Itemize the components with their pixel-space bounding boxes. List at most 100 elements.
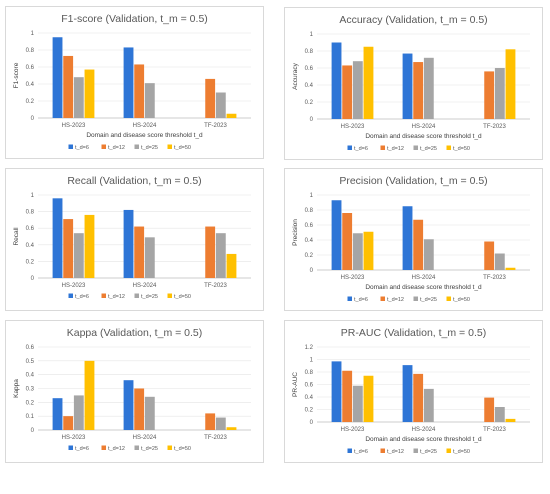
legend-label: t_d=12 bbox=[108, 446, 125, 452]
y-tick-label: 1 bbox=[310, 32, 314, 38]
bar-hs-2023-t-d-12 bbox=[63, 219, 74, 278]
legend-swatch bbox=[167, 293, 172, 298]
legend-label: t_d=6 bbox=[75, 145, 89, 151]
x-category-label: TF-2023 bbox=[483, 427, 506, 433]
x-category-label: HS-2024 bbox=[412, 275, 436, 281]
bar-hs-2023-t-d-12 bbox=[342, 370, 353, 422]
bar-hs-2023-t-d-6 bbox=[331, 361, 342, 422]
y-tick-label: 1.2 bbox=[305, 345, 314, 351]
y-axis-label: Precision bbox=[292, 219, 299, 246]
bar-hs-2023-t-d-25 bbox=[352, 61, 363, 119]
bar-hs-2024-t-d-25 bbox=[423, 388, 434, 422]
y-axis-label: Accuracy bbox=[292, 62, 299, 89]
bar-tf-2023-t-d-12 bbox=[484, 71, 495, 119]
legend-swatch bbox=[413, 145, 418, 150]
bar-tf-2023-t-d-12 bbox=[484, 397, 495, 422]
y-tick-label: 0 bbox=[310, 420, 314, 426]
bar-tf-2023-t-d-25 bbox=[215, 92, 226, 118]
legend-label: t_d=12 bbox=[387, 146, 404, 152]
legend-label: t_d=25 bbox=[141, 446, 158, 452]
y-tick-label: 0.4 bbox=[26, 243, 35, 249]
y-tick-label: 0.2 bbox=[305, 100, 314, 106]
chart-title: PR-AUC (Validation, t_m = 0.5) bbox=[341, 327, 486, 339]
x-category-label: HS-2023 bbox=[62, 283, 86, 289]
chart-svg: Precision (Validation, t_m = 0.5) 0 0.2 0.4… bbox=[292, 175, 530, 303]
x-category-label: HS-2024 bbox=[133, 283, 157, 289]
y-axis-label: PR-AUC bbox=[292, 372, 299, 397]
bar-hs-2023-t-d-12 bbox=[63, 416, 74, 430]
y-tick-label: 0.6 bbox=[305, 383, 314, 389]
legend-swatch bbox=[413, 296, 418, 301]
bar-hs-2023-t-d-6 bbox=[52, 398, 63, 430]
bar-hs-2024-t-d-12 bbox=[134, 226, 145, 278]
y-tick-label: 0.6 bbox=[26, 345, 35, 351]
y-tick-label: 0.8 bbox=[26, 48, 35, 54]
bar-tf-2023-t-d-50 bbox=[226, 427, 237, 430]
legend-swatch bbox=[347, 448, 352, 453]
x-category-label: TF-2023 bbox=[204, 123, 227, 129]
legend-swatch bbox=[134, 144, 139, 149]
legend-swatch bbox=[101, 445, 106, 450]
bar-tf-2023-t-d-25 bbox=[494, 68, 505, 119]
x-category-label: HS-2023 bbox=[62, 123, 86, 129]
y-tick-label: 1 bbox=[310, 358, 314, 364]
legend-swatch bbox=[101, 293, 106, 298]
bar-tf-2023-t-d-12 bbox=[484, 241, 495, 270]
legend-label: t_d=6 bbox=[354, 146, 368, 152]
y-tick-label: 0.8 bbox=[26, 210, 35, 216]
bar-hs-2024-t-d-12 bbox=[413, 219, 424, 270]
bar-hs-2024-t-d-6 bbox=[123, 47, 134, 119]
y-axis-label: Recall bbox=[13, 227, 20, 246]
y-tick-label: 0.4 bbox=[26, 82, 35, 88]
bar-hs-2023-t-d-25 bbox=[352, 385, 363, 422]
pr-auc-chart: PR-AUC (Validation, t_m = 0.5) 0 0.2 0.4 0.6… bbox=[284, 320, 543, 463]
x-category-label: HS-2023 bbox=[62, 435, 86, 441]
chart-title: Precision (Validation, t_m = 0.5) bbox=[339, 175, 487, 187]
bar-hs-2024-t-d-12 bbox=[413, 373, 424, 422]
x-axis-label: Domain and disease score threshold t_d bbox=[365, 284, 482, 291]
chart-svg: Accuracy (Validation, t_m = 0.5) 0 0.2 0.4 0… bbox=[292, 14, 530, 152]
legend-swatch bbox=[167, 445, 172, 450]
chart-title: Kappa (Validation, t_m = 0.5) bbox=[67, 327, 203, 339]
legend-label: t_d=12 bbox=[108, 294, 125, 300]
chart-svg: F1-score (Validation, t_m = 0.5) 0 0.2 0.4 0… bbox=[13, 13, 251, 151]
bar-hs-2023-t-d-6 bbox=[52, 198, 63, 278]
y-tick-label: 0.2 bbox=[26, 400, 35, 406]
legend-swatch bbox=[446, 145, 451, 150]
legend-label: t_d=12 bbox=[387, 297, 404, 303]
y-axis-label: Kappa bbox=[13, 379, 20, 398]
y-axis-label: F1-score bbox=[13, 62, 20, 88]
x-category-label: HS-2023 bbox=[341, 427, 365, 433]
y-tick-label: 0.4 bbox=[305, 395, 314, 401]
bar-tf-2023-t-d-25 bbox=[494, 407, 505, 422]
bar-tf-2023-t-d-12 bbox=[205, 78, 216, 118]
legend-swatch bbox=[380, 145, 385, 150]
y-tick-label: 0.5 bbox=[26, 359, 35, 365]
legend-label: t_d=50 bbox=[453, 297, 470, 303]
y-tick-label: 1 bbox=[31, 31, 35, 37]
legend-label: t_d=25 bbox=[420, 146, 437, 152]
bar-hs-2024-t-d-25 bbox=[423, 57, 434, 119]
legend-swatch bbox=[68, 445, 73, 450]
legend-swatch bbox=[347, 145, 352, 150]
x-category-label: HS-2024 bbox=[412, 427, 436, 433]
legend-swatch bbox=[347, 296, 352, 301]
y-tick-label: 0.2 bbox=[305, 408, 314, 414]
x-category-label: HS-2023 bbox=[341, 275, 365, 281]
legend-label: t_d=50 bbox=[174, 294, 191, 300]
bar-tf-2023-t-d-50 bbox=[505, 267, 516, 270]
y-tick-label: 0.8 bbox=[305, 370, 314, 376]
legend-label: t_d=50 bbox=[174, 446, 191, 452]
legend-swatch bbox=[413, 448, 418, 453]
legend-swatch bbox=[446, 296, 451, 301]
y-tick-label: 0.6 bbox=[305, 223, 314, 229]
bar-hs-2024-t-d-12 bbox=[134, 64, 145, 118]
y-tick-label: 0.6 bbox=[26, 65, 35, 71]
legend-swatch bbox=[167, 144, 172, 149]
legend-label: t_d=6 bbox=[354, 449, 368, 455]
y-tick-label: 0.1 bbox=[26, 414, 35, 420]
legend-swatch bbox=[134, 293, 139, 298]
chart-svg: Recall (Validation, t_m = 0.5) 0 0.2 0.4 0.6… bbox=[13, 175, 251, 300]
chart-title: F1-score (Validation, t_m = 0.5) bbox=[61, 13, 208, 25]
legend-swatch bbox=[380, 448, 385, 453]
